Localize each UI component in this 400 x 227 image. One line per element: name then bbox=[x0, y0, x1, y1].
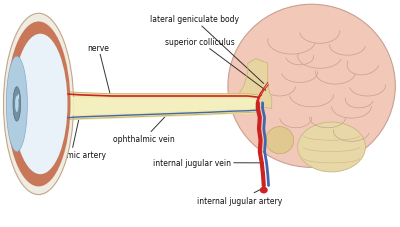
Ellipse shape bbox=[6, 57, 27, 152]
Text: nerve: nerve bbox=[88, 43, 112, 103]
Ellipse shape bbox=[7, 22, 70, 187]
Ellipse shape bbox=[15, 96, 18, 113]
Ellipse shape bbox=[260, 187, 268, 194]
Text: superior colliculus: superior colliculus bbox=[165, 38, 266, 91]
Ellipse shape bbox=[298, 123, 366, 172]
Ellipse shape bbox=[13, 35, 68, 174]
Ellipse shape bbox=[228, 5, 395, 168]
Text: ophthalmic artery: ophthalmic artery bbox=[36, 94, 106, 160]
Polygon shape bbox=[236, 59, 272, 109]
Ellipse shape bbox=[13, 87, 21, 122]
Ellipse shape bbox=[266, 127, 294, 154]
Text: ophthalmic vein: ophthalmic vein bbox=[113, 114, 175, 144]
Text: cavernous sinus: cavernous sinus bbox=[171, 96, 260, 108]
Ellipse shape bbox=[18, 95, 19, 100]
Text: internal jugular vein: internal jugular vein bbox=[153, 158, 264, 167]
Text: internal jugular artery: internal jugular artery bbox=[197, 188, 282, 205]
Text: lateral geniculate body: lateral geniculate body bbox=[150, 15, 264, 84]
Ellipse shape bbox=[4, 14, 74, 195]
